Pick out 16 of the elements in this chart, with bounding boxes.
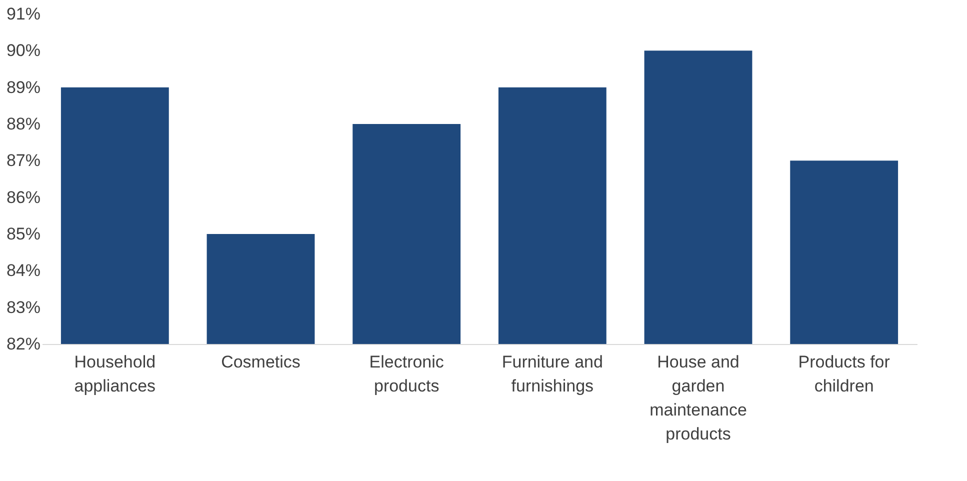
x-tick-label: Household appliances bbox=[74, 352, 156, 396]
y-tick-label: 88% bbox=[6, 114, 40, 134]
y-tick-label: 89% bbox=[6, 78, 40, 97]
y-tick-label: 90% bbox=[6, 41, 40, 60]
y-tick-label: 91% bbox=[6, 4, 40, 24]
y-tick-label: 84% bbox=[6, 261, 40, 280]
x-tick-label: Cosmetics bbox=[221, 352, 300, 372]
x-tick-label: Products for children bbox=[798, 352, 890, 396]
y-tick-label: 87% bbox=[6, 151, 40, 170]
x-tick-label: House and garden maintenance products bbox=[650, 352, 747, 444]
y-tick-label: 86% bbox=[6, 188, 40, 207]
y-tick-label: 82% bbox=[6, 334, 40, 354]
y-tick-label: 83% bbox=[6, 298, 40, 317]
x-tick-label: Furniture and furnishings bbox=[502, 352, 603, 396]
x-tick-label: Electronic products bbox=[369, 352, 444, 396]
y-tick-label: 85% bbox=[6, 224, 40, 244]
